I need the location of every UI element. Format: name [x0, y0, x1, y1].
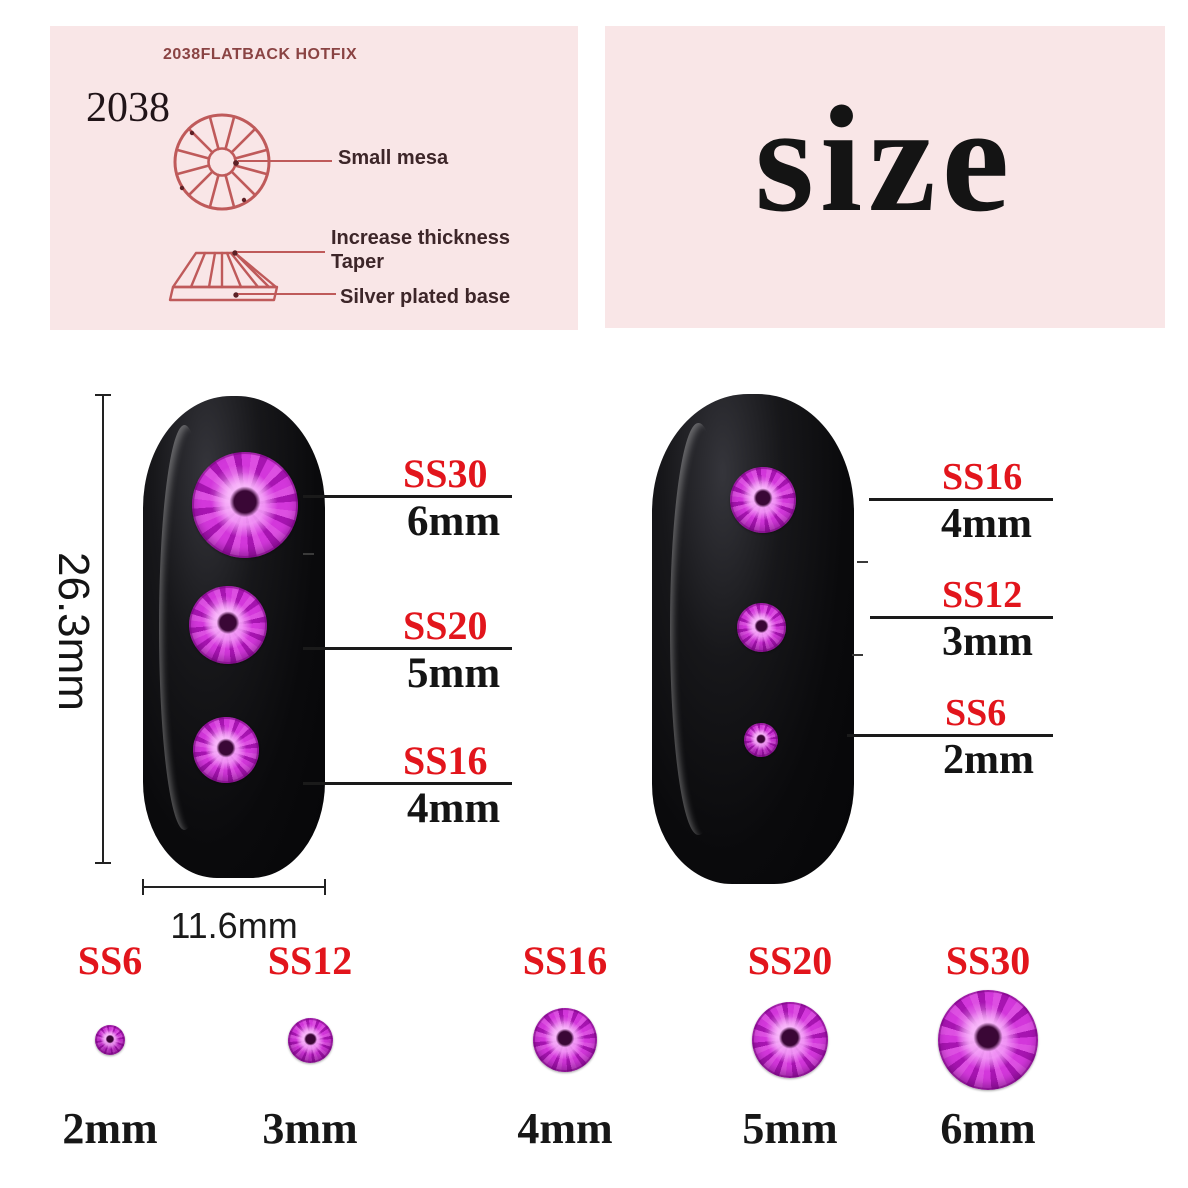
gem-ss30 [938, 990, 1038, 1090]
size-row-mm-label: 2mm [62, 1104, 158, 1153]
gem-ss6 [744, 723, 778, 757]
callout-ss12: SS12 3mm [870, 574, 1053, 665]
dimension-cap [142, 879, 144, 895]
callout-mm-label: 2mm [943, 736, 1034, 783]
gem-box [30, 986, 190, 1094]
label-taper: Taper [331, 251, 384, 273]
gem-box [485, 986, 645, 1094]
callout-ss20: SS20 5mm [303, 605, 512, 696]
gem-box [230, 986, 390, 1094]
edge-tick [857, 561, 868, 563]
gem-ss16 [193, 717, 259, 783]
model-number: 2038 [86, 85, 170, 131]
label-increase-thickness: Increase thickness [331, 227, 510, 249]
size-row-ss-label: SS30 [945, 938, 1031, 983]
dimension-cap [324, 879, 326, 895]
gem-ss20 [752, 1002, 828, 1078]
construction-panel: 2038FLATBACK HOTFIX 2038 [50, 26, 578, 330]
edge-tick [852, 654, 863, 656]
size-row-mm-label: 3mm [262, 1104, 358, 1153]
leader-line-small-mesa [238, 160, 332, 162]
label-silver-plated-base: Silver plated base [340, 286, 511, 308]
gem-ss16 [730, 467, 796, 533]
size-row-ss-label: SS12 [267, 938, 353, 983]
nail-width-label: 11.6mm [170, 905, 298, 946]
height-dimension-line [102, 395, 104, 864]
callout-leader-line [303, 781, 512, 785]
callout-ss16-right: SS16 4mm [869, 456, 1053, 547]
gem-box [710, 986, 870, 1094]
nail-height-label: 26.3mm [49, 552, 98, 711]
callout-ss6: SS6 2mm [847, 692, 1053, 783]
size-row-ss-label: SS20 [747, 938, 833, 983]
callout-leader-line [870, 615, 1053, 619]
edge-tick [303, 553, 314, 555]
callout-ss-label: SS6 [945, 692, 1007, 734]
product-heading: 2038FLATBACK HOTFIX [163, 46, 358, 63]
size-row-item-ss6: SS6 2mm [30, 940, 190, 1152]
callout-leader-line [303, 646, 512, 650]
callout-ss30: SS30 6mm [303, 453, 512, 544]
flatback-top-view-icon [173, 113, 271, 211]
gem-ss12 [287, 1017, 333, 1063]
dimension-cap [95, 394, 111, 396]
size-panel: size [605, 26, 1165, 328]
size-row-item-ss16: SS16 4mm [485, 940, 645, 1152]
callout-ss-label: SS16 [942, 456, 1023, 498]
size-row-item-ss12: SS12 3mm [230, 940, 390, 1152]
gem-ss30 [192, 452, 298, 558]
callout-ss-label: SS30 [403, 451, 488, 496]
width-dimension-line [143, 886, 325, 888]
size-row-mm-label: 6mm [940, 1104, 1036, 1153]
callout-mm-label: 3mm [942, 618, 1033, 665]
callout-mm-label: 4mm [407, 784, 501, 832]
callout-mm-label: 6mm [407, 497, 501, 545]
size-row-item-ss30: SS30 6mm [908, 940, 1068, 1152]
dimension-cap [95, 862, 111, 864]
nail-left [143, 396, 325, 878]
leader-line-silver-base [238, 293, 336, 295]
label-small-mesa: Small mesa [338, 147, 449, 169]
size-row-mm-label: 4mm [517, 1104, 613, 1153]
size-row-ss-label: SS16 [522, 938, 608, 983]
size-row-ss-label: SS6 [77, 938, 143, 983]
callout-mm-label: 4mm [941, 500, 1032, 547]
size-row-item-ss20: SS20 5mm [710, 940, 870, 1152]
callout-ss16-left: SS16 4mm [303, 740, 512, 831]
leader-line-taper [237, 251, 325, 253]
gem-ss16 [533, 1008, 597, 1072]
gem-ss12 [737, 603, 786, 652]
gem-ss6 [95, 1025, 125, 1055]
callout-ss-label: SS12 [942, 574, 1023, 616]
nail-right [652, 394, 854, 884]
callout-mm-label: 5mm [407, 649, 501, 697]
size-row-mm-label: 5mm [742, 1104, 838, 1153]
gem-box [908, 986, 1068, 1094]
callout-leader-line [869, 497, 1053, 501]
callout-ss-label: SS16 [403, 738, 488, 783]
flatback-side-view-icon [168, 250, 279, 302]
size-title: size [754, 75, 1016, 243]
callout-leader-line [303, 494, 512, 498]
callout-leader-line [847, 733, 1053, 737]
gem-ss20 [189, 586, 267, 664]
callout-ss-label: SS20 [403, 603, 488, 648]
